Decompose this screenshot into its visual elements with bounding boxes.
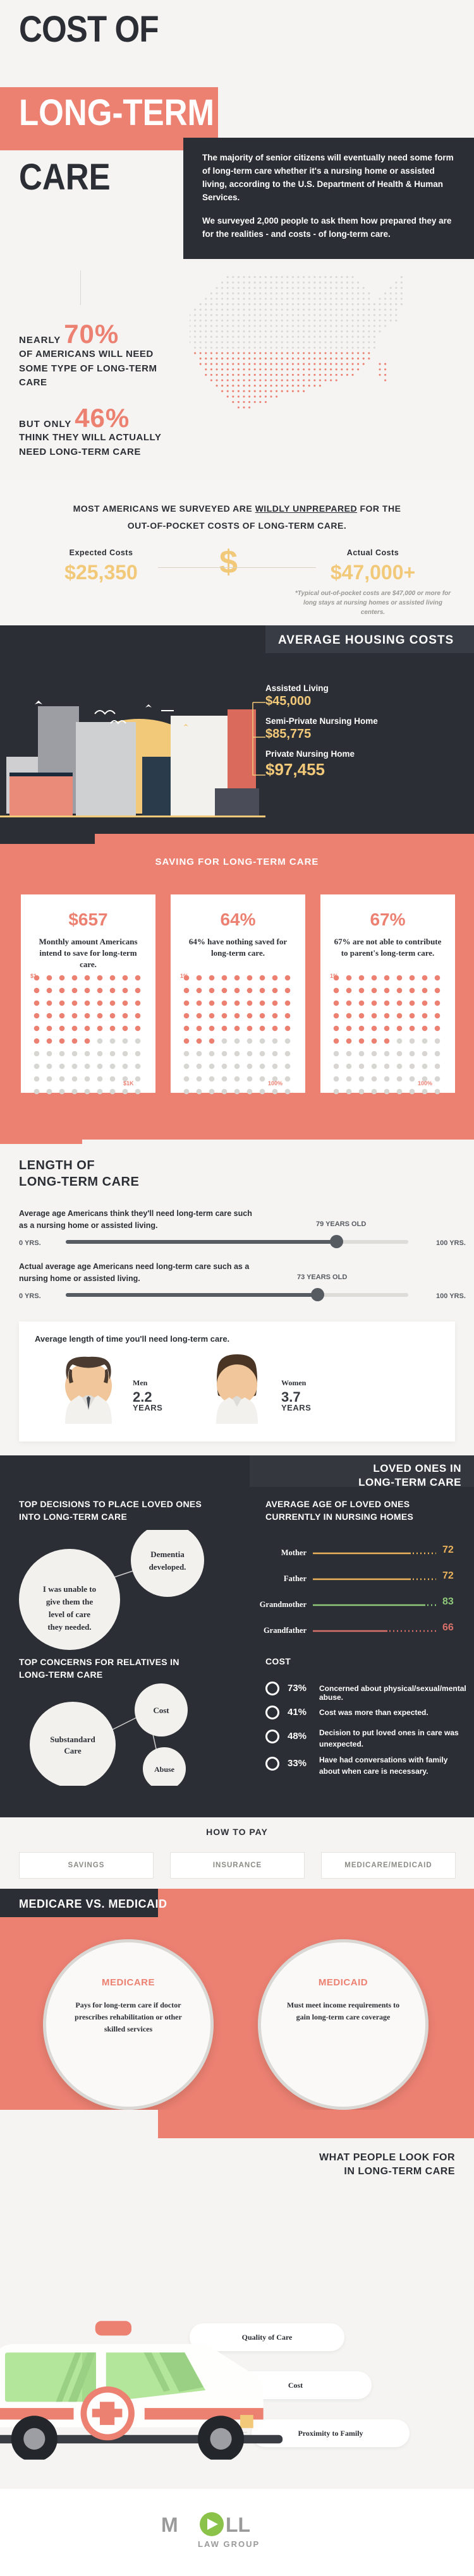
svg-text:Care: Care xyxy=(64,1746,81,1755)
svg-text:Substandard: Substandard xyxy=(50,1735,95,1744)
svg-text:Dementia: Dementia xyxy=(150,1550,185,1559)
svg-text:I was unable to: I was unable to xyxy=(43,1584,96,1594)
svg-text:they needed.: they needed. xyxy=(47,1622,91,1632)
svg-text:LL: LL xyxy=(226,2513,250,2536)
svg-text:LAW GROUP: LAW GROUP xyxy=(198,2539,260,2549)
svg-text:Abuse: Abuse xyxy=(154,1765,175,1774)
svg-text:level of care: level of care xyxy=(49,1610,90,1619)
svg-text:developed.: developed. xyxy=(149,1562,186,1572)
svg-text:Cost: Cost xyxy=(153,1706,169,1715)
svg-text:give them the: give them the xyxy=(46,1597,94,1606)
svg-text:M: M xyxy=(161,2513,178,2536)
